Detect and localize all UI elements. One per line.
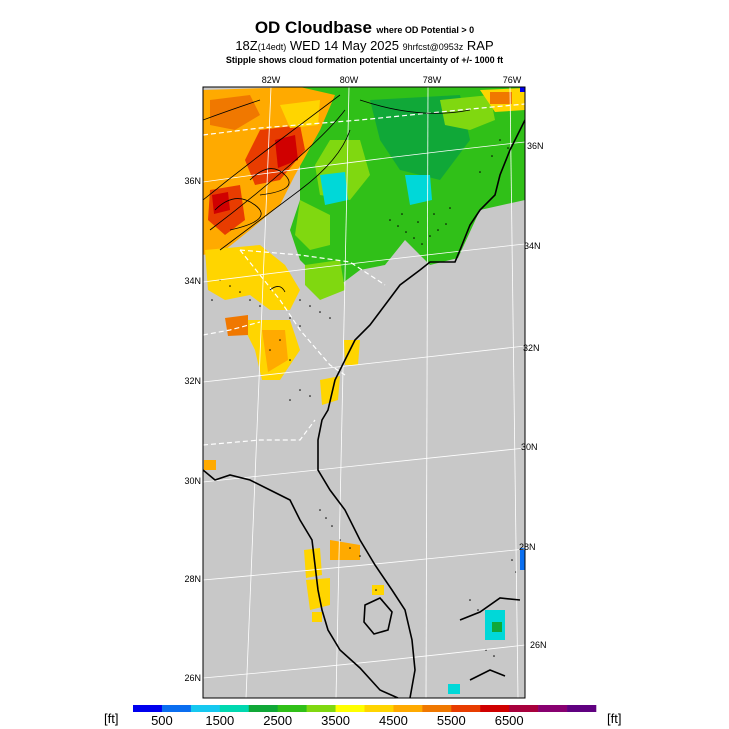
lat-label: 30N (184, 476, 201, 486)
valid-hour: 18Z (235, 38, 258, 53)
lat-labels-left: 36N 34N 32N 30N 28N 26N (184, 176, 201, 683)
colorbar-swatch (567, 705, 597, 712)
colorbar-tick-label: 1500 (205, 713, 234, 728)
valid-time-line: 18Z(14edt) WED 14 May 2025 9hrfcst@0953z… (0, 38, 729, 53)
lat-labels-right: 36N 34N 32N 30N 28N 26N (519, 141, 547, 650)
colorbar-swatch (509, 705, 539, 712)
title-qualifier: where OD Potential > 0 (376, 25, 475, 35)
lon-label: 80W (340, 75, 359, 85)
colorbar-unit-left: [ft] (104, 711, 119, 726)
lat-label: 28N (184, 574, 201, 584)
colorbar-unit-right: [ft] (607, 711, 622, 726)
colorbar-swatch (335, 705, 365, 712)
lat-label: 32N (184, 376, 201, 386)
graticule (203, 87, 525, 698)
lon-label: 78W (423, 75, 442, 85)
chart-title: OD Cloudbase where OD Potential > 0 (0, 18, 729, 38)
stipple-note: Stipple shows cloud formation potential … (225, 55, 504, 65)
lat-label: 26N (184, 673, 201, 683)
valid-date: WED 14 May 2025 (289, 38, 399, 53)
colorbar-swatch (219, 705, 250, 712)
colorbar-swatch (190, 705, 221, 712)
forecast-hour: 9hrfcst@0953z (402, 42, 464, 52)
colorbar: 500 1500 2500 3500 4500 5500 6500 (133, 705, 597, 728)
colorbar-tick-label: 5500 (437, 713, 466, 728)
coastline (203, 119, 525, 698)
lon-labels: 82W 80W 78W 76W (262, 75, 522, 85)
local-time: (14edt) (257, 42, 287, 52)
state-boundaries (203, 103, 525, 446)
lon-label: 82W (262, 75, 281, 85)
colorbar-swatch (480, 705, 510, 712)
lat-label: 36N (184, 176, 201, 186)
colorbar-tick-label: 4500 (379, 713, 408, 728)
map-frame (202, 86, 526, 699)
lat-label: 34N (184, 276, 201, 286)
stipple-dots (211, 139, 517, 657)
lon-label: 76W (503, 75, 522, 85)
colorbar-tick-label: 6500 (495, 713, 524, 728)
colorbar-swatch (277, 705, 307, 712)
colorbar-swatch (538, 705, 568, 712)
lat-label: 30N (521, 442, 538, 452)
lat-label: 34N (524, 241, 541, 251)
colorbar-tick-label: 2500 (263, 713, 292, 728)
colorbar-tick-label: 500 (151, 713, 173, 728)
model-name: RAP (466, 38, 494, 53)
lat-label: 26N (530, 640, 547, 650)
colorbar-swatch (306, 705, 336, 712)
colorbar-swatch (422, 705, 452, 712)
colorbar-swatch (248, 705, 278, 712)
colorbar-swatch (393, 705, 423, 712)
title-main: OD Cloudbase (254, 18, 372, 37)
colorbar-swatch (364, 705, 394, 712)
lat-label: 32N (523, 343, 540, 353)
colorbar-swatch (133, 705, 163, 712)
colorbar-swatch (451, 705, 481, 712)
terrain-contours (203, 94, 471, 293)
colorbar-tick-label: 3500 (321, 713, 350, 728)
lat-label: 36N (527, 141, 544, 151)
lat-label: 28N (519, 542, 536, 552)
colorbar-swatch (161, 705, 192, 712)
